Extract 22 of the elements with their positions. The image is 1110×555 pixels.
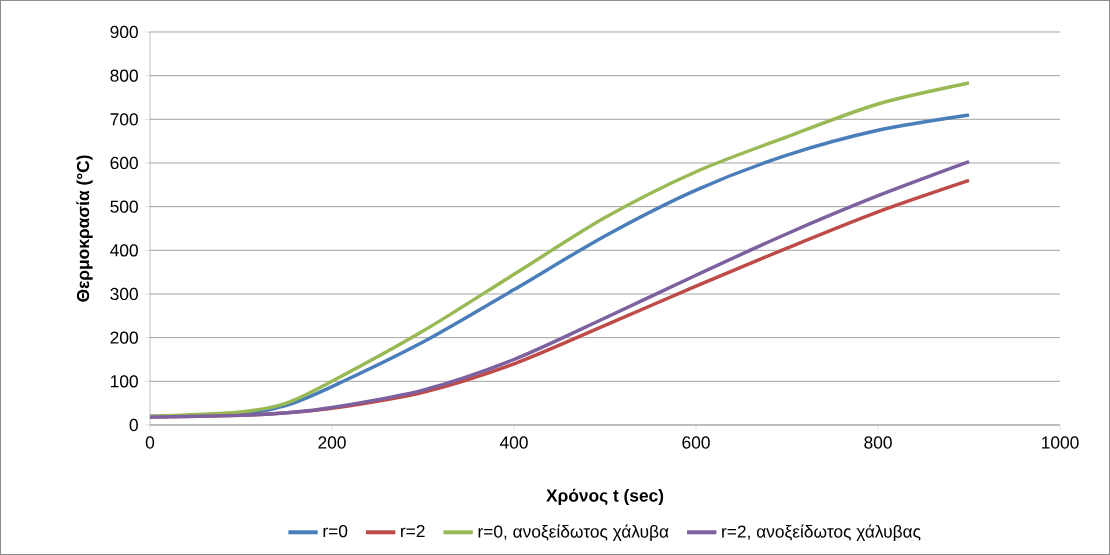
y-tick-label: 900 (110, 25, 138, 39)
y-tick-label: 800 (110, 69, 138, 82)
x-tick-label: 0 (145, 436, 155, 449)
legend-label: r=2 (401, 524, 425, 538)
y-tick-label: 200 (110, 331, 138, 344)
y-axis-title: Θερμοκρασία (°C) (76, 155, 93, 302)
y-tick-label: 700 (110, 113, 138, 126)
x-tick-label: 600 (682, 436, 710, 449)
x-tick-label: 800 (864, 436, 892, 449)
x-tick-label: 400 (499, 436, 528, 449)
x-axis-title: Χρόνος t (sec) (546, 488, 664, 506)
y-tick-label: 400 (110, 244, 138, 257)
legend-label: r=0, ανοξείδωτος χάλυβα (478, 524, 669, 542)
x-tick-label: 1000 (1042, 436, 1079, 449)
y-tick-label: 100 (111, 375, 138, 388)
y-tick-label: 300 (110, 287, 138, 301)
legend-label: r=0 (323, 524, 348, 538)
legend-label: r=2, ανοξείδωτος χάλυβας (722, 524, 921, 542)
x-tick-label: 200 (318, 436, 346, 449)
y-tick-label: 500 (110, 200, 138, 213)
y-tick-label: 0 (129, 418, 138, 432)
y-tick-label: 600 (110, 156, 138, 170)
